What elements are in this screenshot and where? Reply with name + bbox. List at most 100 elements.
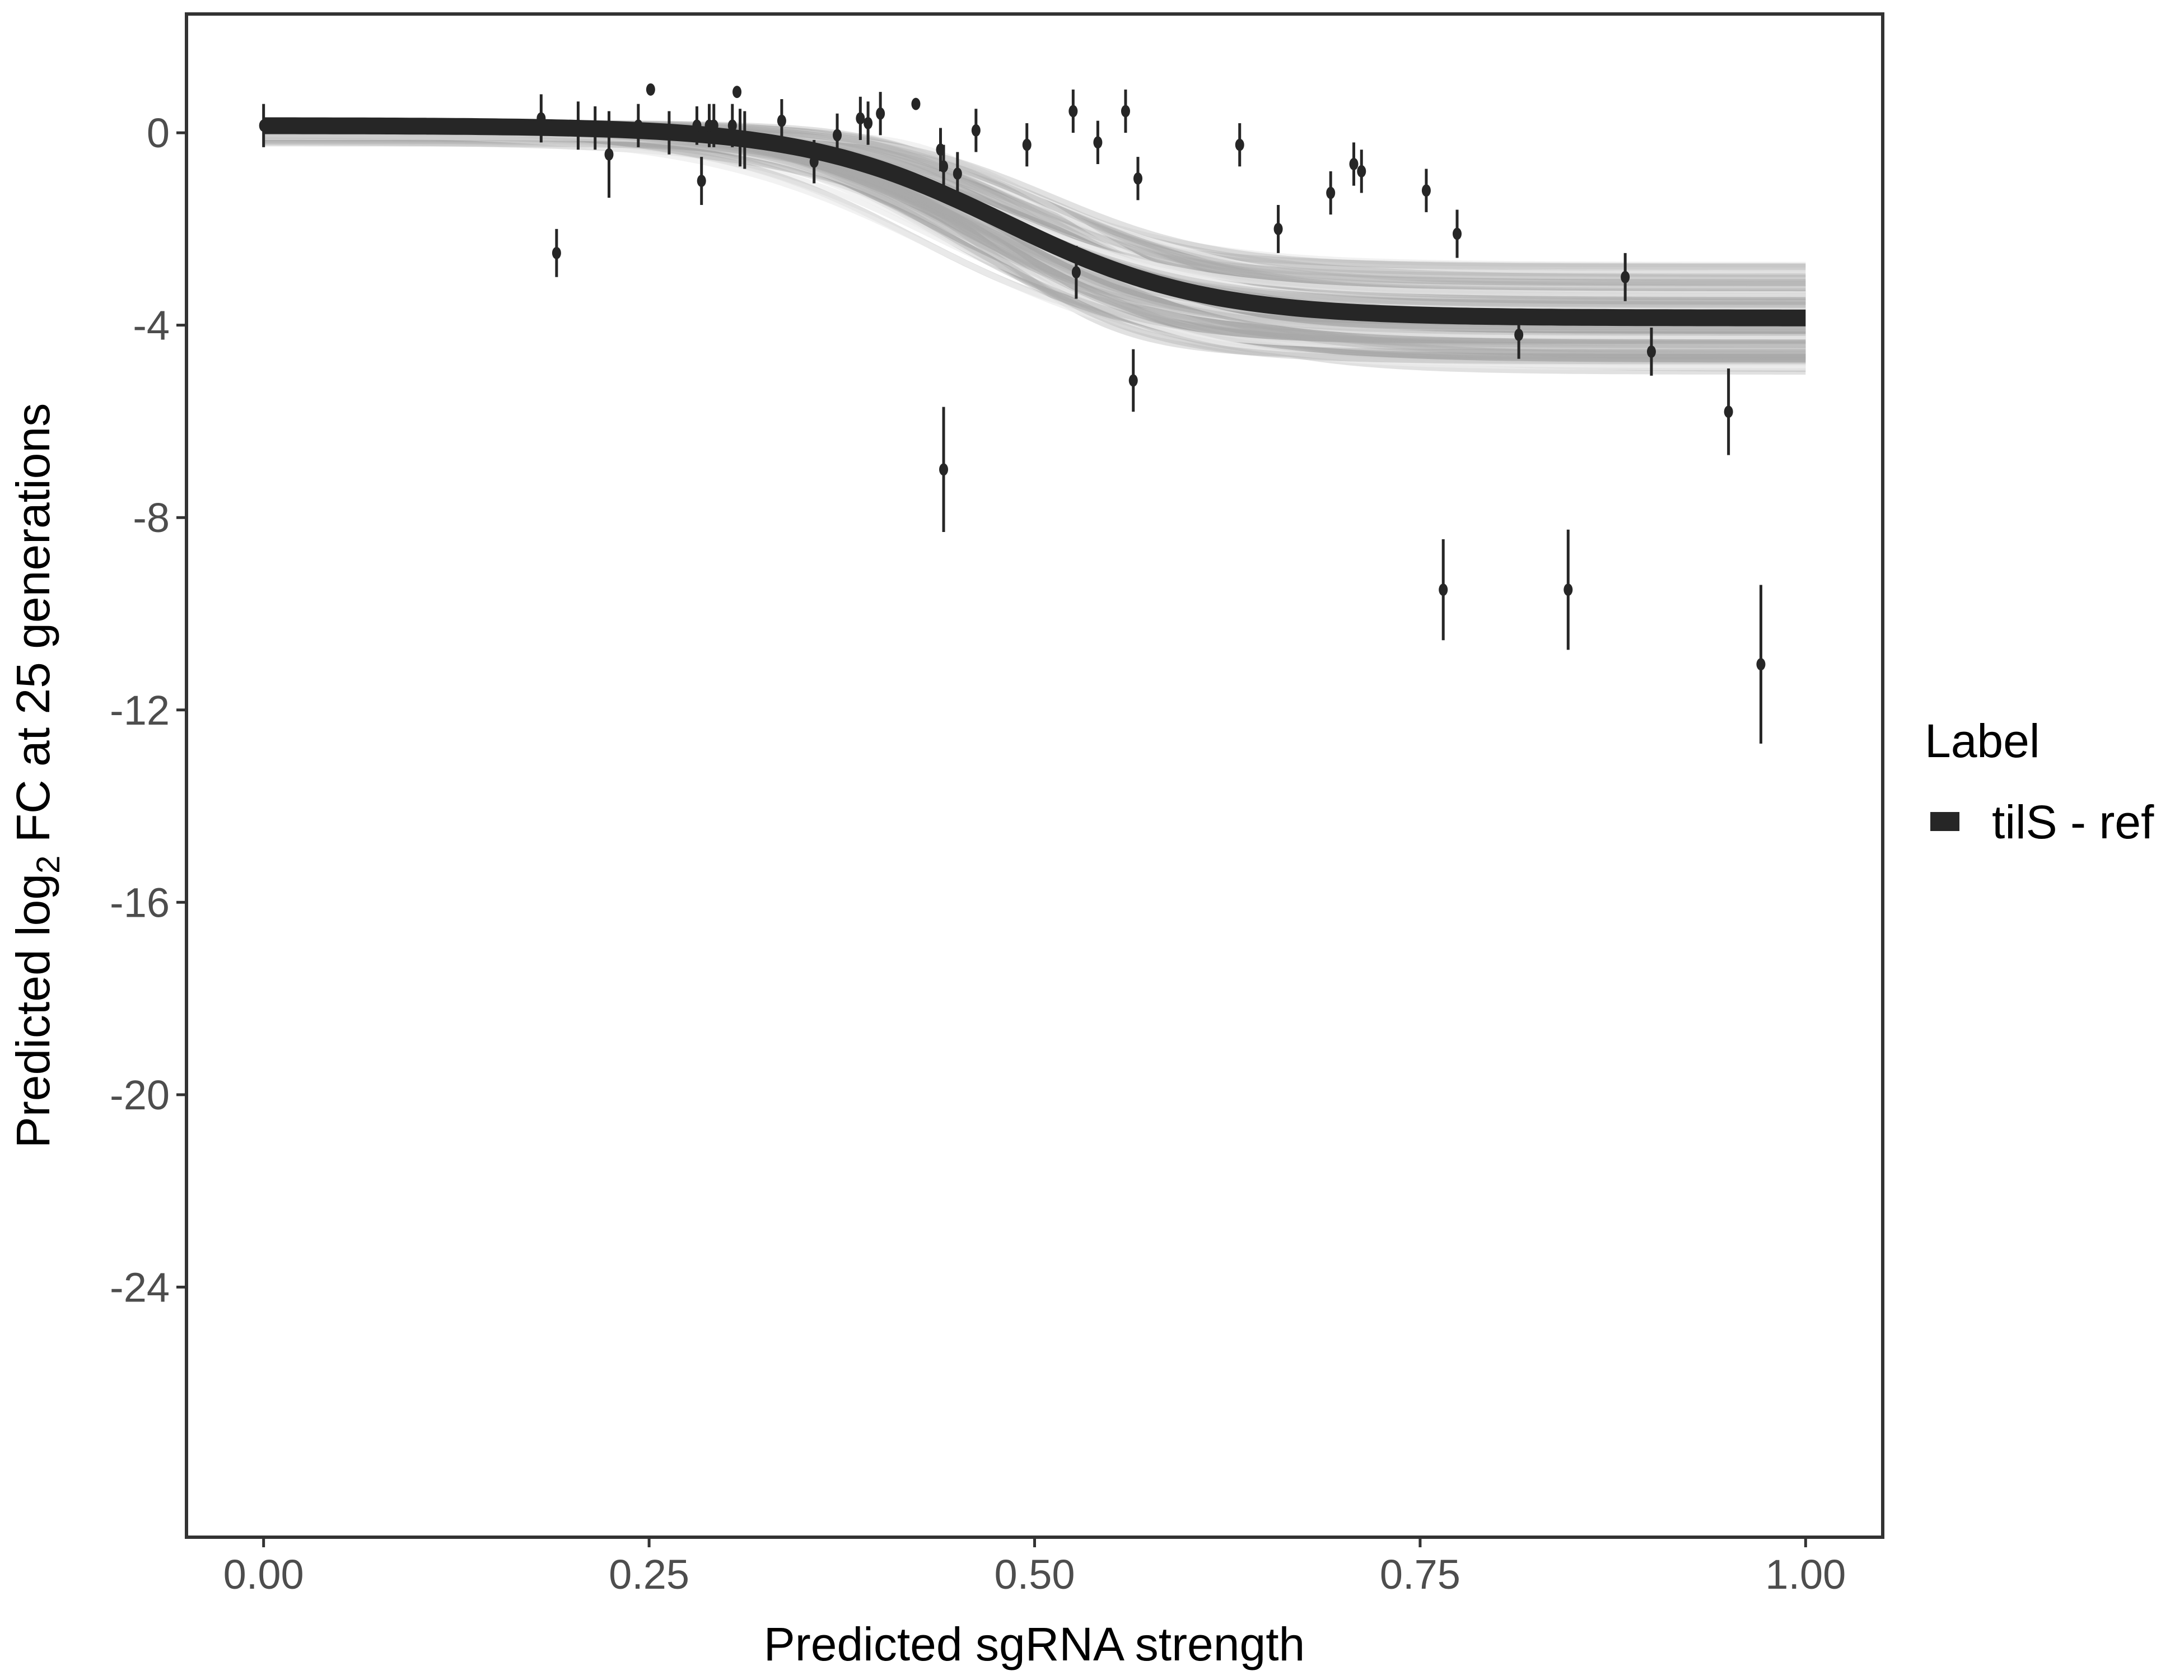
data-point [709,104,718,147]
point-marker [1326,186,1336,199]
legend: Label tilS - ref [1925,715,2154,848]
data-point [777,99,786,143]
data-point [1273,204,1283,253]
data-point [856,96,865,141]
legend-key-tils-ref [1930,812,1959,831]
data-point [1022,123,1032,167]
point-marker [1071,266,1081,279]
point-marker [1235,138,1244,151]
data-point [833,113,842,157]
posterior-draw-line [263,139,1806,336]
point-marker [856,112,865,125]
data-point [1514,310,1524,359]
data-point [1068,89,1078,133]
point-marker [1514,328,1524,341]
data-point [1439,539,1448,641]
point-marker [809,155,819,168]
point-marker [939,463,949,476]
point-marker [646,83,655,96]
data-point [590,106,600,150]
point-marker [1022,138,1032,151]
point-marker [633,119,643,132]
point-marker [1564,584,1573,596]
data-point [1421,169,1431,212]
y-tick-label: -24 [110,1264,170,1310]
x-axis: 0.00 0.25 0.50 0.75 1.00 [223,1537,1846,1598]
data-point [876,92,885,136]
data-point [1093,120,1103,164]
legend-title: Label [1925,715,2040,767]
data-point [552,228,561,277]
x-tick-label: 0.75 [1380,1551,1460,1598]
data-point [1349,142,1359,186]
data-point [1646,327,1656,376]
point-marker [1068,105,1078,118]
x-tick-label: 0.25 [609,1551,689,1598]
point-marker [536,112,546,125]
data-point [646,83,655,96]
data-point [697,157,706,205]
point-marker [1621,270,1630,283]
data-point [740,111,749,169]
point-marker [971,124,981,137]
x-tick-label: 1.00 [1765,1551,1846,1598]
data-point [939,407,949,532]
data-points [259,83,1766,744]
point-marker [1349,157,1359,170]
point-marker [740,134,749,147]
point-marker [876,107,885,120]
point-marker [1121,105,1130,118]
point-marker [1646,345,1656,358]
x-tick-label: 0.00 [223,1551,304,1598]
y-tick-label: 0 [147,110,170,156]
data-point [1756,585,1766,744]
y-tick-label: -4 [133,302,170,349]
data-point [1071,245,1081,299]
x-axis-title: Predicted sgRNA strength [764,1618,1305,1670]
data-point [692,106,702,145]
data-point [1128,349,1138,412]
y-tick-label: -16 [110,879,170,926]
point-marker [697,175,706,188]
point-marker [1421,184,1431,197]
data-point [971,109,981,152]
data-point [536,94,546,143]
data-point [732,86,742,99]
data-point [864,101,873,145]
y-axis-title: Predicted log2 FC at 25 generations [7,403,67,1148]
data-point [633,104,643,147]
y-tick-label: -20 [110,1072,170,1118]
data-point [809,140,819,184]
data-point [1235,123,1244,167]
point-marker [573,119,583,132]
data-point [1564,529,1573,650]
data-point [1133,157,1142,200]
point-marker [1133,172,1142,185]
point-marker [1093,136,1103,149]
point-marker [727,119,737,132]
data-point [1326,171,1336,215]
data-point [939,144,949,188]
posterior-draw-line [263,134,1806,332]
point-marker [692,119,702,132]
point-marker [709,119,718,132]
point-marker [259,119,268,132]
data-point [953,152,962,195]
point-marker [590,122,600,134]
legend-label-tils-ref: tilS - ref [1992,796,2154,848]
fit-curve-group [263,117,1806,326]
data-point [1357,150,1366,193]
data-point [911,97,921,110]
point-marker [939,160,949,173]
point-marker [552,246,561,259]
fit-curve [263,117,1806,326]
posterior-draws [263,120,1806,375]
point-marker [1128,374,1138,387]
point-marker [664,127,674,139]
data-point [1452,209,1462,258]
point-marker [1273,222,1283,235]
data-point [664,111,674,155]
data-point [1121,89,1130,133]
data-point [259,104,268,147]
